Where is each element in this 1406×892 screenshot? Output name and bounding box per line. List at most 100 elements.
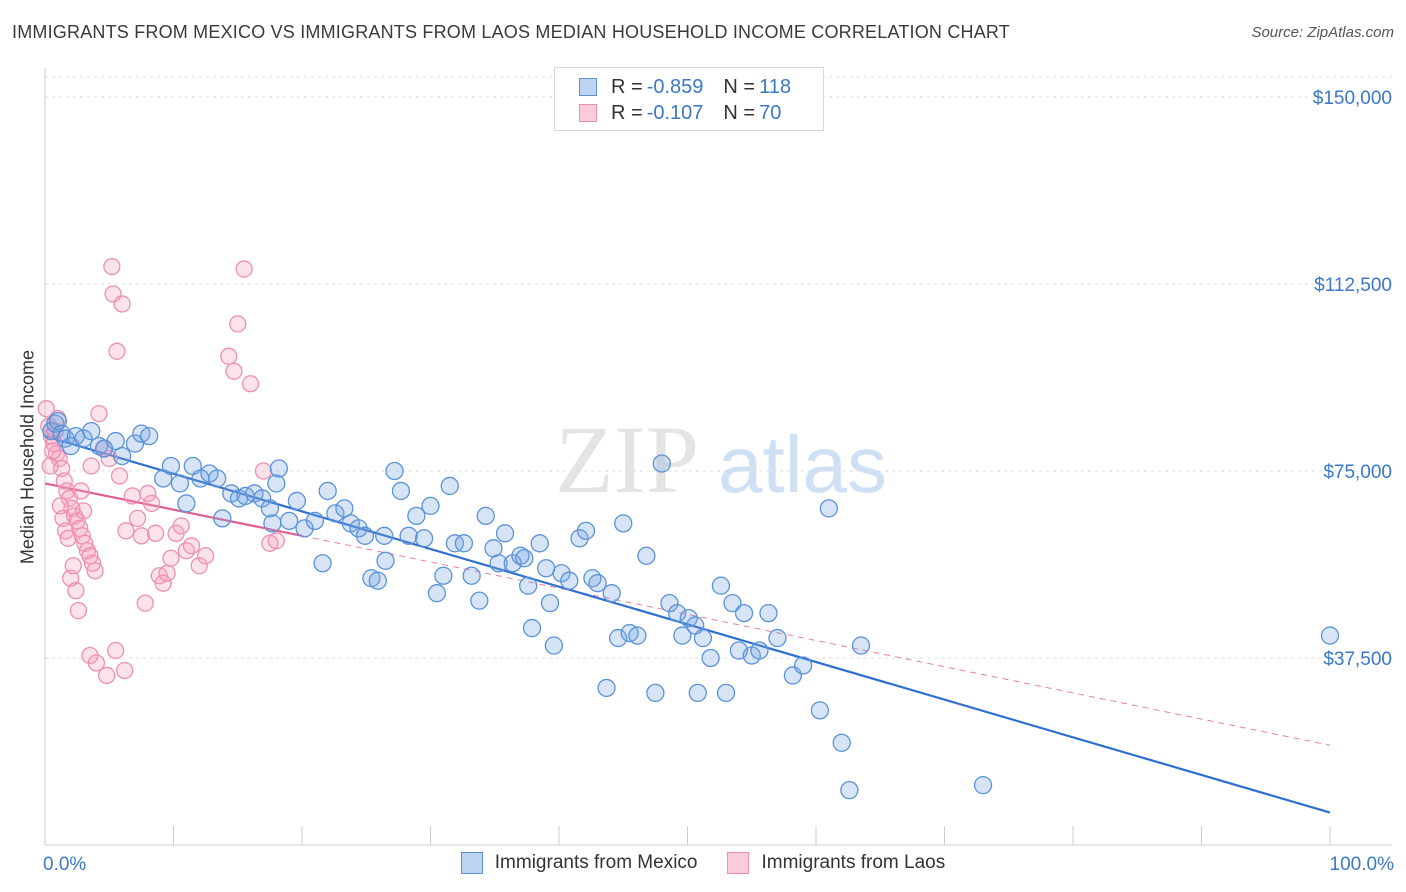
mexico-point-32: [263, 514, 282, 533]
mexico-point-74: [540, 593, 560, 613]
mexico-point-82: [602, 584, 621, 603]
laos-point-30: [67, 582, 85, 600]
laos-point-47: [136, 594, 154, 612]
laos-point-52: [154, 574, 172, 592]
mexico-point-81: [597, 678, 616, 698]
laos-n-label: N =: [723, 101, 756, 124]
mexico-point-96: [688, 683, 707, 703]
mexico-point-54: [421, 496, 440, 516]
laos-trend-extension: [301, 535, 1331, 746]
y-axis-title: Median Household Income: [17, 349, 38, 565]
laos-point-7: [55, 472, 73, 490]
mexico-point-17: [161, 456, 181, 476]
mexico-point-66: [503, 554, 522, 573]
mexico-point-100: [723, 593, 742, 613]
laos-point-49: [143, 494, 161, 513]
mexico-point-104: [750, 641, 769, 660]
mexico-point-113: [840, 780, 859, 800]
mexico-point-48: [375, 526, 394, 545]
laos-point-71: [98, 666, 116, 685]
mexico-n-label: N =: [723, 75, 756, 98]
laos-point-35: [90, 405, 108, 423]
mexico-point-19: [177, 494, 196, 513]
laos-point-68: [267, 532, 285, 550]
mexico-point-99: [716, 683, 736, 703]
mexico-point-75: [552, 564, 571, 583]
mexico-point-59: [454, 534, 474, 553]
mexico-point-88: [646, 683, 665, 703]
mexico-point-72: [537, 559, 556, 578]
laos-point-43: [117, 522, 135, 540]
laos-point-32: [72, 482, 90, 500]
laos-point-57: [177, 542, 196, 560]
mexico-point-64: [489, 554, 508, 573]
mexico-point-91: [668, 603, 687, 623]
laos-legend-swatch: [727, 852, 750, 874]
mexico-point-24: [213, 509, 232, 528]
laos-point-20: [41, 457, 59, 475]
grid-lines: [45, 76, 1392, 659]
mexico-point-86: [628, 626, 647, 645]
laos-point-60: [196, 547, 215, 565]
x-tick-label-0: 0.0%: [43, 854, 86, 875]
series-legend: Immigrants from Mexico Immigrants from L…: [0, 852, 1406, 874]
x-tick-label-1: 100.0%: [1330, 854, 1395, 875]
mexico-point-60: [462, 566, 481, 585]
laos-point-41: [113, 295, 131, 313]
laos-point-0: [37, 400, 55, 418]
y-tick-label-0: $37,500: [1323, 649, 1392, 670]
laos-point-42: [110, 467, 129, 485]
mexico-point-108: [794, 656, 813, 675]
laos-point-29: [64, 557, 82, 575]
source-label: Source: ZipAtlas.com: [1251, 24, 1394, 41]
laos-point-46: [132, 527, 151, 545]
mexico-point-68: [519, 576, 538, 595]
laos-points: [37, 257, 285, 685]
mexico-point-105: [759, 603, 778, 623]
laos-point-62: [225, 362, 243, 380]
mexico-r-value: -0.859: [646, 75, 704, 98]
legend-item-laos: Immigrants from Laos: [727, 852, 945, 874]
mexico-point-30: [260, 499, 280, 518]
y-tick-label-2: $112,500: [1314, 275, 1392, 296]
laos-point-66: [254, 462, 273, 480]
laos-point-40: [108, 342, 126, 360]
laos-point-72: [107, 641, 125, 660]
laos-point-59: [190, 557, 208, 575]
mexico-point-34: [279, 511, 299, 531]
mexico-point-55: [427, 584, 447, 603]
mexico-point-53: [414, 529, 434, 548]
laos-point-44: [123, 487, 142, 505]
watermark-zip: ZIP: [555, 406, 699, 513]
mexico-point-37: [305, 511, 325, 531]
mexico-point-46: [368, 571, 387, 590]
mexico-point-56: [434, 566, 453, 585]
trend-lines: [44, 435, 1331, 814]
mexico-point-69: [515, 549, 534, 568]
laos-r-value: -0.107: [646, 101, 704, 124]
laos-swatch: [579, 104, 597, 122]
mexico-point-18: [170, 474, 190, 493]
mexico-point-98: [711, 576, 731, 595]
laos-point-73: [116, 661, 134, 680]
mexico-point-70: [522, 618, 542, 638]
mexico-point-15: [139, 426, 159, 446]
mexico-point-13: [125, 434, 145, 453]
y-tick-label-1: $75,000: [1323, 462, 1392, 483]
laos-point-64: [235, 260, 253, 278]
laos-point-70: [87, 654, 106, 672]
mexico-point-51: [399, 526, 418, 545]
y-tick-label-3: $150,000: [1313, 88, 1392, 109]
mexico-legend-label: Immigrants from Mexico: [494, 852, 698, 873]
mexico-point-71: [530, 534, 549, 553]
laos-point-54: [162, 549, 180, 567]
mexico-points: [42, 411, 1340, 800]
mexico-point-115: [1320, 626, 1340, 645]
laos-point-33: [74, 502, 93, 520]
mexico-point-77: [570, 529, 589, 548]
mexico-point-29: [253, 489, 272, 508]
mexico-point-111: [832, 733, 851, 752]
laos-r-label: R =: [611, 101, 643, 124]
mexico-point-47: [376, 551, 395, 570]
laos-point-61: [220, 347, 238, 365]
